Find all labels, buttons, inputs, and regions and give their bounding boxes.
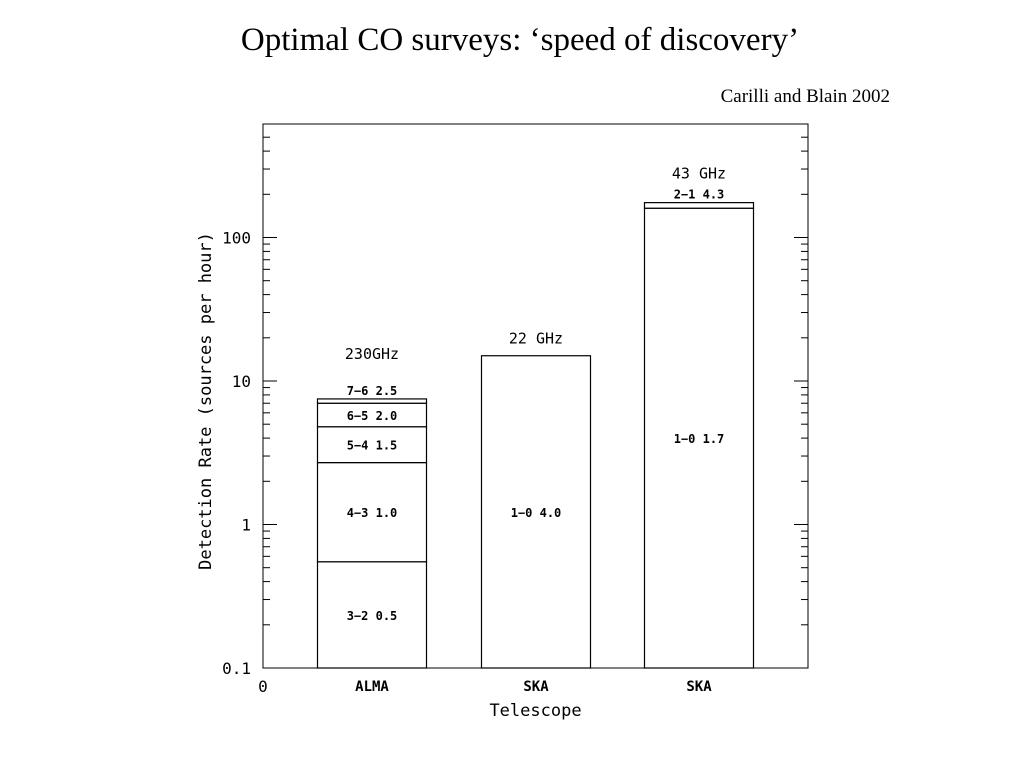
bar-header-label: 22 GHz	[509, 330, 563, 348]
bar-segment	[643, 202, 755, 209]
segment-label: 1−0 4.0	[511, 506, 562, 520]
bar-alma: 3−2 0.5 4−3 1.0 5−4 1.5 6−5 2.0 7−6 2.5 230GH…	[316, 345, 428, 695]
bar-segment	[643, 207, 755, 669]
x-tick-label: SKA	[523, 679, 549, 695]
bar-header-label: 230GHz	[345, 345, 399, 363]
bars: 3−2 0.5 4−3 1.0 5−4 1.5 6−5 2.0 7−6 2.5 230GH…	[316, 165, 755, 695]
y-axis-label: Detection Rate (sources per hour)	[196, 232, 216, 570]
y-tick-label: 10	[232, 372, 251, 391]
x-tick-label: ALMA	[355, 679, 389, 695]
bar-segment	[480, 355, 592, 669]
bar-segment	[316, 561, 428, 669]
segment-label: 6−5 2.0	[347, 409, 398, 423]
segment-label: 5−4 1.5	[347, 439, 398, 453]
x-axis-label: Telescope	[489, 701, 581, 721]
x-tick-label-origin: 0	[258, 677, 268, 696]
axis-ticks: 0.1 1 10 100	[222, 136, 808, 678]
citation: Carilli and Blain 2002	[720, 86, 890, 107]
x-tick-label: SKA	[686, 679, 712, 695]
segment-label: 2−1 4.3	[674, 188, 725, 202]
bar-segment	[316, 398, 428, 404]
segment-label: 1−0 1.7	[674, 432, 725, 446]
axis-labels: Telescope Detection Rate (sources per ho…	[196, 232, 582, 721]
segment-label: 7−6 2.5	[347, 384, 398, 398]
segment-label: 3−2 0.5	[347, 609, 398, 623]
bar-ska: 1−0 1.7 2−1 4.3 43 GHz SKA	[643, 165, 755, 695]
slide-title: Optimal CO surveys: ‘speed of discovery’	[240, 22, 800, 58]
bar-segment	[316, 426, 428, 464]
bar-ska: 1−0 4.0 22 GHz SKA	[480, 330, 592, 695]
y-tick-label: 0.1	[222, 659, 251, 678]
segment-label: 4−3 1.0	[347, 506, 398, 520]
y-tick-label: 1	[241, 516, 251, 535]
y-tick-label: 100	[222, 229, 251, 248]
bar-header-label: 43 GHz	[672, 165, 726, 183]
